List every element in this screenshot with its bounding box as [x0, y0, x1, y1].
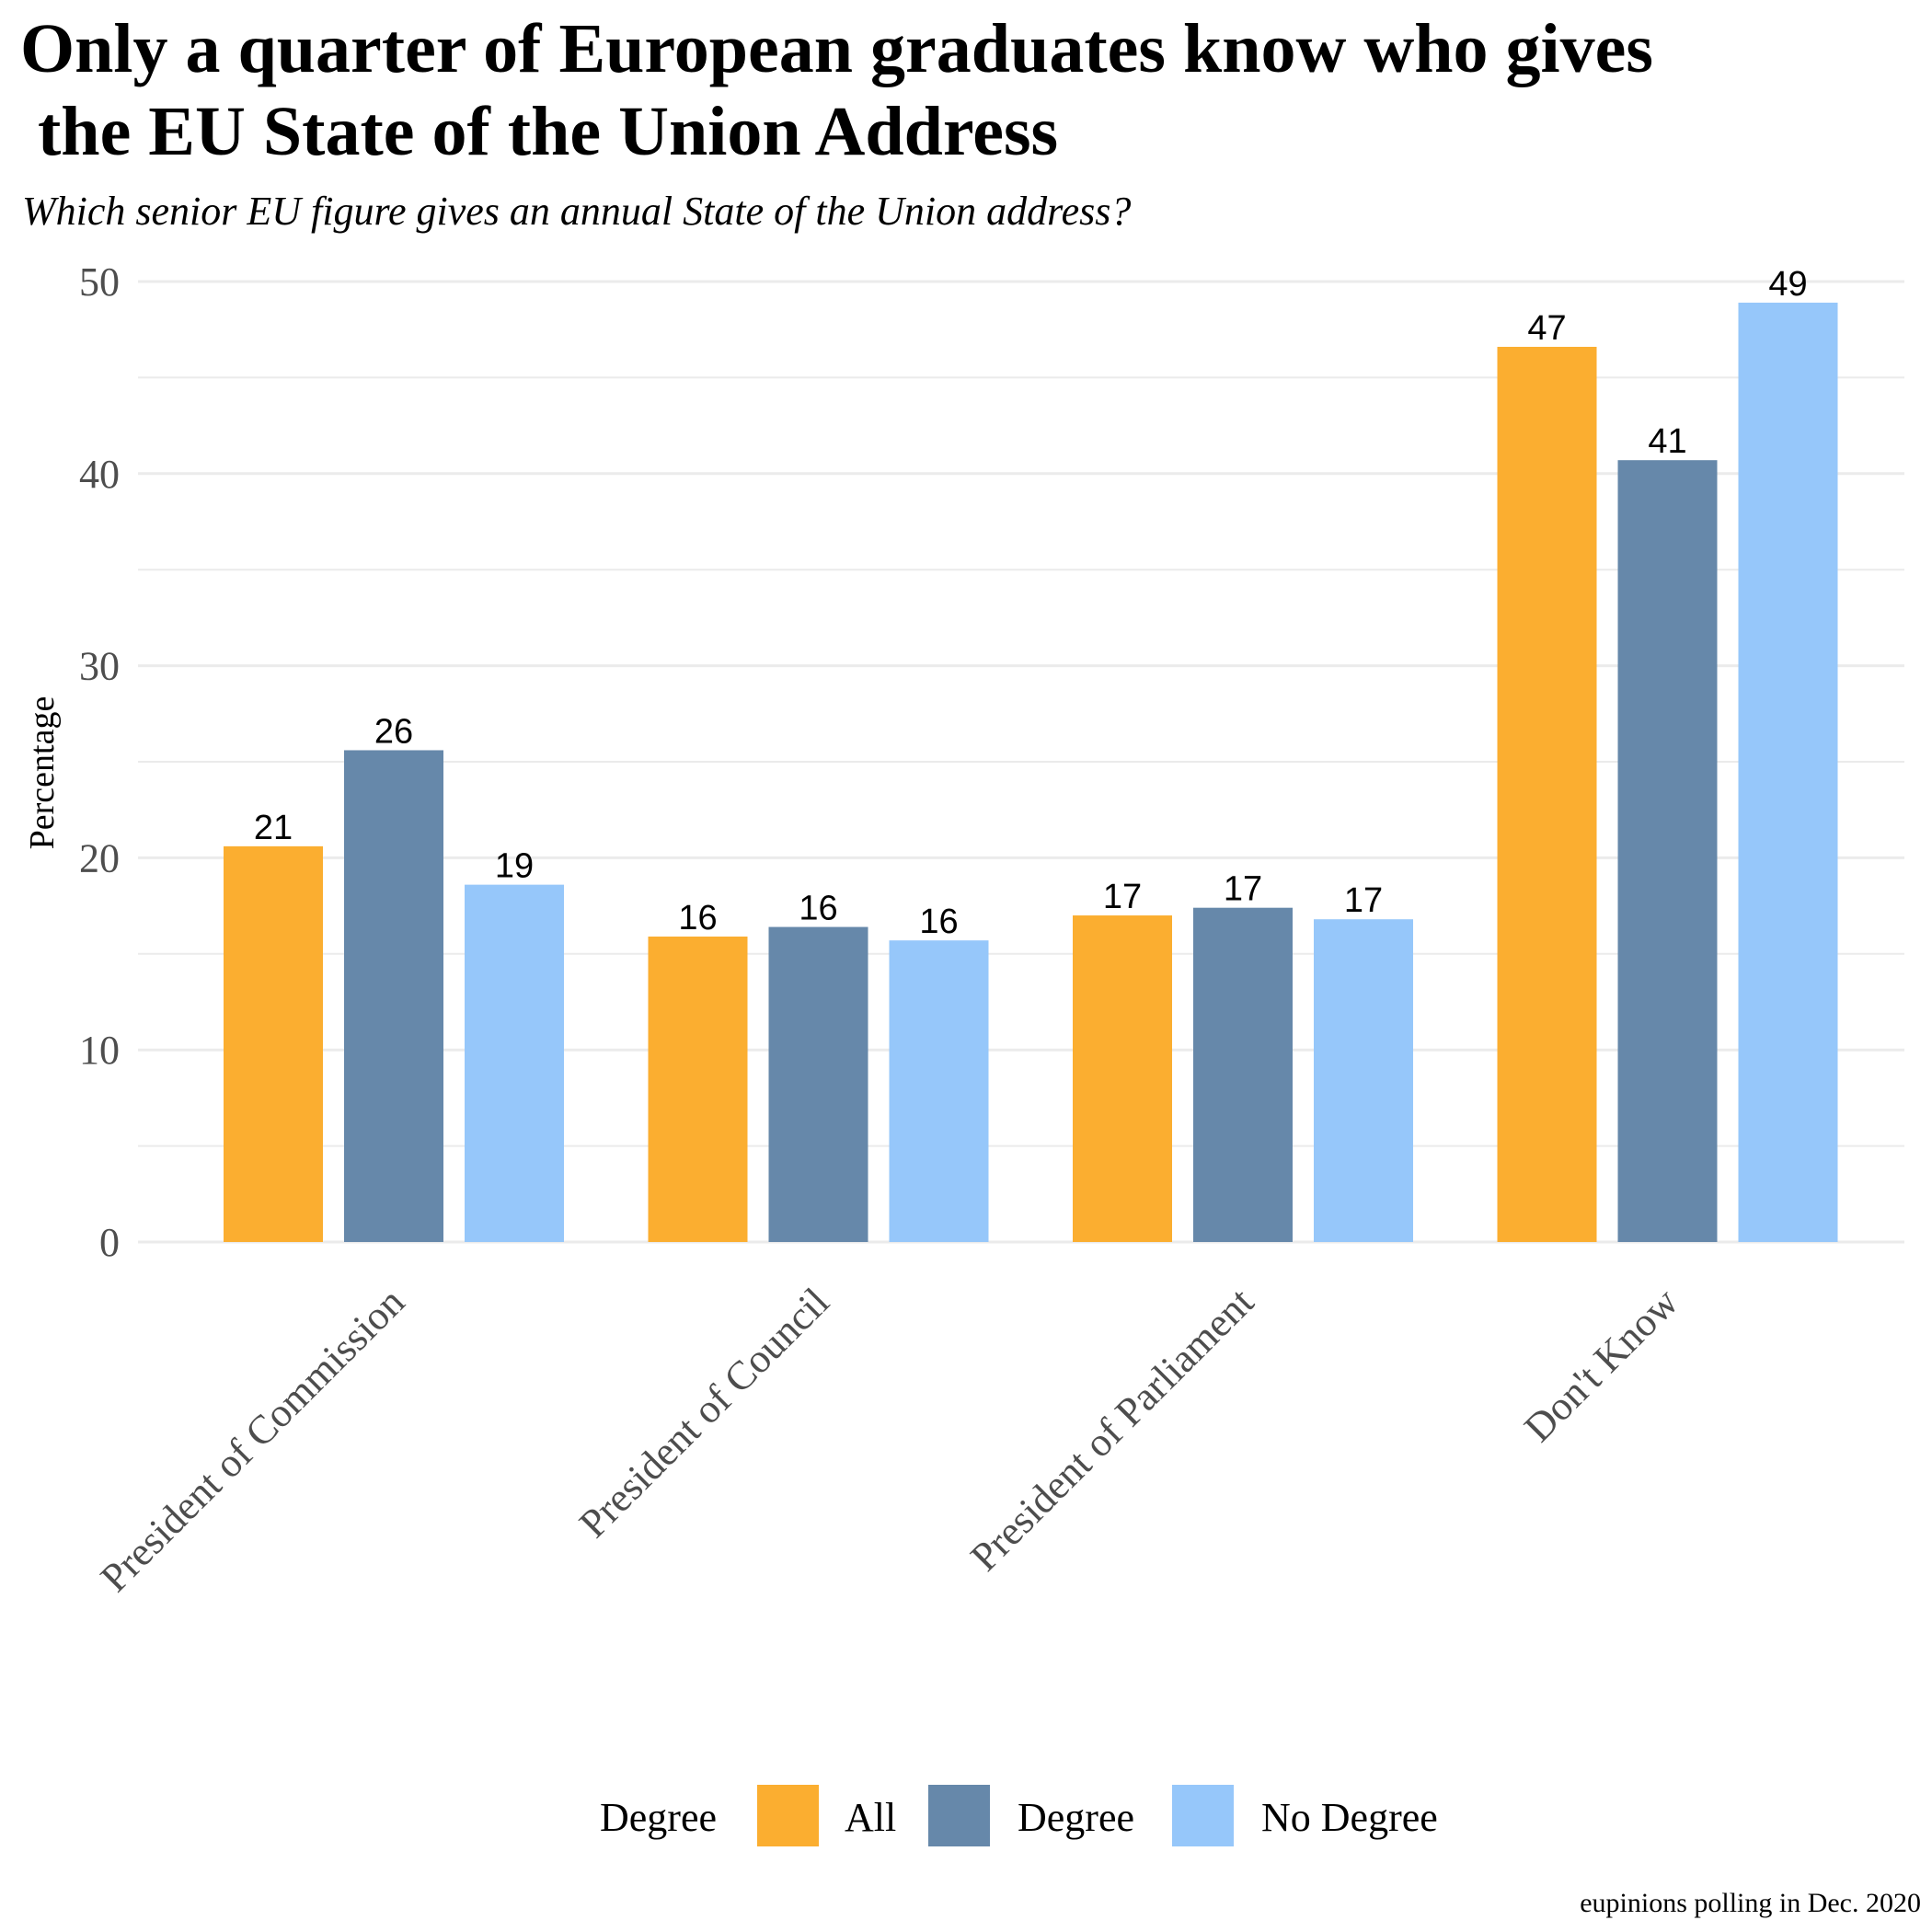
legend-key [757, 1785, 819, 1846]
legend-label: All [845, 1795, 896, 1840]
data-label: 47 [1527, 309, 1566, 348]
y-tick-label: 40 [79, 452, 120, 497]
bar [1617, 460, 1718, 1243]
y-tick-label: 20 [79, 835, 120, 880]
y-axis-ticks: 0 10 20 30 40 50 [79, 259, 120, 1265]
legend-label: Degree [1018, 1795, 1134, 1840]
bar [648, 937, 748, 1242]
x-tick-label: Don't Know [1515, 1279, 1686, 1450]
data-label: 17 [1224, 870, 1262, 909]
x-tick-label: President of Council [570, 1279, 837, 1546]
caption: eupinions polling in Dec. 2020 [1580, 1888, 1921, 1918]
data-label: 16 [919, 903, 958, 941]
data-label: 16 [799, 890, 837, 928]
bar [344, 750, 443, 1242]
data-label: 16 [678, 899, 717, 937]
chart-title-line-2: the EU State of the Union Address [20, 93, 1058, 170]
legend-label: No Degree [1261, 1795, 1438, 1840]
data-label: 41 [1648, 422, 1686, 461]
data-label: 49 [1768, 265, 1807, 304]
y-tick-label: 10 [79, 1028, 120, 1073]
x-tick-label: President of Commission [92, 1279, 413, 1600]
data-label: 17 [1344, 881, 1383, 920]
legend-key [1172, 1785, 1234, 1846]
data-labels: 21 26 19 16 16 16 17 17 17 47 41 49 [254, 265, 1808, 941]
bar [1073, 915, 1172, 1242]
x-axis-ticks: President of Commission President of Coun… [92, 1279, 1687, 1600]
bar [889, 940, 989, 1242]
data-label: 26 [374, 712, 413, 751]
y-axis-label: Percentage [23, 696, 62, 850]
y-tick-label: 30 [79, 644, 120, 689]
data-label: 19 [495, 847, 534, 886]
legend: Degree All Degree No Degree [600, 1785, 1438, 1846]
y-tick-label: 0 [99, 1220, 120, 1265]
bar [1314, 919, 1413, 1242]
x-tick-label: President of Parliament [961, 1279, 1262, 1580]
bar [768, 926, 868, 1242]
data-label: 21 [254, 809, 293, 847]
bar [1738, 302, 1838, 1242]
chart-subtitle: Which senior EU figure gives an annual S… [22, 189, 1131, 234]
data-label: 17 [1103, 878, 1142, 916]
legend-title: Degree [600, 1795, 717, 1840]
chart-title-line-1: Only a quarter of European graduates kno… [20, 10, 1653, 87]
bars [224, 302, 1838, 1243]
bar [465, 884, 564, 1242]
bar [224, 845, 323, 1242]
bar [1497, 346, 1597, 1242]
bar [1193, 907, 1293, 1242]
legend-key [928, 1785, 990, 1846]
y-tick-label: 50 [79, 259, 120, 305]
